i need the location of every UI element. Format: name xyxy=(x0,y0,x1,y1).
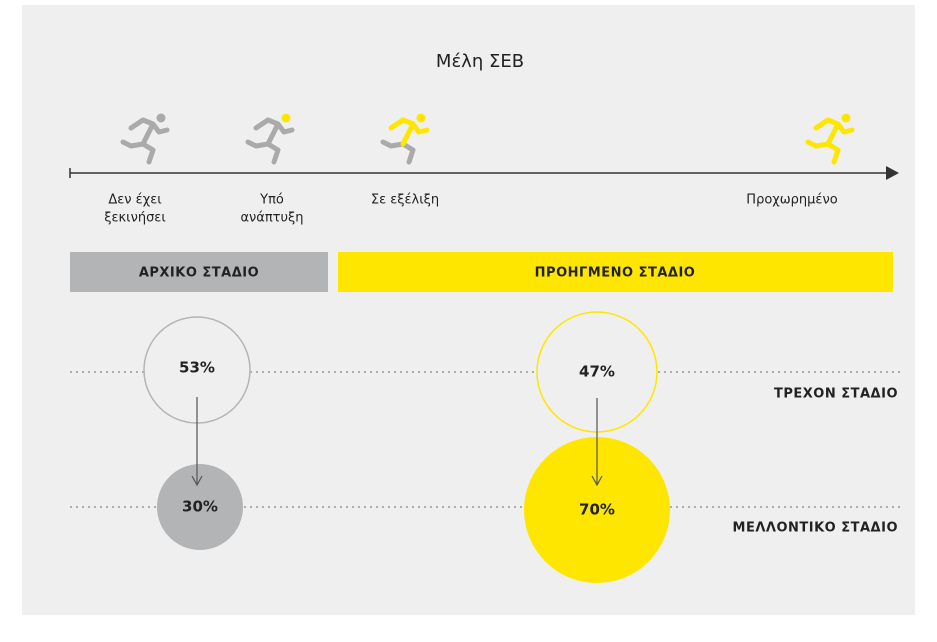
stage-label: Σε εξέλιξη xyxy=(371,193,439,208)
title: Μέλη ΣΕΒ xyxy=(436,51,524,72)
arrow xyxy=(591,398,603,487)
arrow xyxy=(191,397,203,487)
stage-label: ανάπτυξη xyxy=(240,211,303,226)
runner xyxy=(380,113,430,165)
phase-label: ΠΡΟΗΓΜΕΝΟ ΣΤΑΔΙΟ xyxy=(535,266,696,281)
runner xyxy=(805,113,855,165)
row-label: ΜΕΛΛΟΝΤΙΚΟ ΣΤΑΔΙΟ xyxy=(733,521,898,536)
runner xyxy=(245,113,295,165)
circle xyxy=(524,437,670,583)
row-label: ΤΡΕΧΟΝ ΣΤΑΔΙΟ xyxy=(774,387,898,402)
stage-label: ξεκινήσει xyxy=(104,211,166,226)
timeline-arrow xyxy=(886,166,899,180)
percent: 30% xyxy=(182,498,218,516)
phase-band xyxy=(70,252,328,292)
phase-band xyxy=(338,252,893,292)
percent: 70% xyxy=(579,501,615,519)
circle xyxy=(157,464,243,550)
percent: 47% xyxy=(579,363,615,381)
runner xyxy=(120,113,170,165)
percent: 53% xyxy=(179,359,215,377)
stage-label: Υπό xyxy=(259,193,284,208)
phase-label: ΑΡΧΙΚΟ ΣΤΑΔΙΟ xyxy=(139,266,259,281)
stage-label: Δεν έχει xyxy=(108,193,161,208)
stage-label: Προχωρημένο xyxy=(746,193,837,208)
